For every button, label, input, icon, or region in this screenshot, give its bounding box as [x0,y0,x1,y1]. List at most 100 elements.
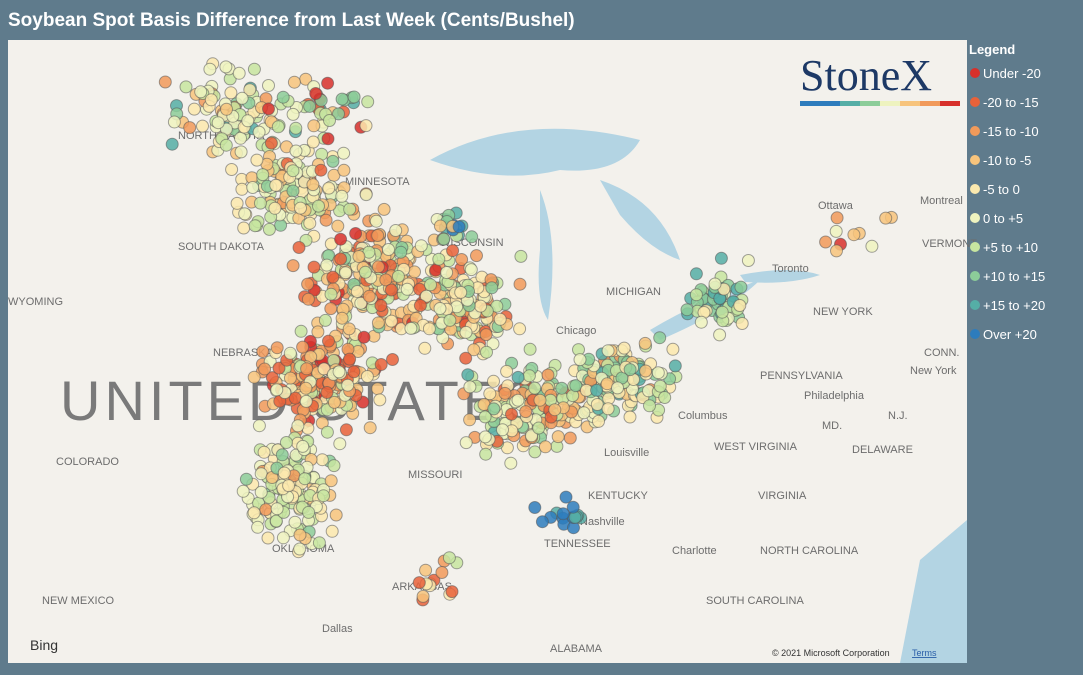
legend-swatch [970,213,980,223]
basis-point [307,260,321,274]
basis-point [235,91,249,105]
legend-swatch [970,300,980,310]
logo-stripe [840,101,860,106]
basis-point [590,383,604,397]
basis-point [459,436,473,450]
basis-point [437,232,451,246]
place-label: Chicago [556,325,596,337]
place-label: SOUTH CAROLINA [706,595,804,607]
basis-point [347,365,361,379]
logo-stripe [860,101,880,106]
basis-point [577,406,591,420]
basis-point [362,289,376,303]
place-label: MINNESOTA [345,176,410,188]
basis-point [479,328,493,342]
legend-label: 0 to +5 [983,211,1023,226]
basis-point [694,315,708,329]
basis-point [254,467,268,481]
basis-point [478,410,492,424]
basis-point [363,421,377,435]
basis-point [269,178,283,192]
basis-point [341,378,355,392]
basis-point [830,211,844,225]
basis-point [167,115,181,129]
basis-point [433,219,447,233]
basis-point [238,207,252,221]
basis-point [179,80,193,94]
basis-point [165,137,179,151]
place-label: MICHIGAN [606,286,661,298]
basis-point [504,456,518,470]
place-label: MD. [822,420,842,432]
basis-point [496,423,509,437]
basis-point [293,528,307,542]
terms-link[interactable]: Terms [912,648,937,658]
basis-point [241,114,255,128]
basis-point [493,312,507,326]
basis-point [219,138,233,152]
basis-point [528,501,542,514]
place-label: Charlotte [672,545,717,557]
basis-point [220,102,233,116]
place-label: ALABAMA [550,643,603,655]
basis-point [315,453,329,467]
basis-point [623,410,637,424]
basis-point [196,119,209,133]
basis-point [322,334,335,348]
basis-point [183,121,197,135]
place-label: SOUTH DAKOTA [178,241,265,253]
title: Soybean Spot Basis Difference from Last … [8,10,575,31]
basis-point [424,278,437,292]
place-label: Ottawa [818,200,854,212]
legend-title: Legend [969,42,1015,57]
basis-point [358,265,372,279]
basis-point [359,119,373,133]
basis-point [335,92,349,106]
basis-point [590,398,604,411]
basis-point [300,362,314,376]
basis-point [339,266,353,280]
basis-point [573,353,587,367]
basis-point [352,250,366,263]
place-label: N.J. [888,410,908,422]
basis-point [282,479,296,493]
basis-point [318,313,332,327]
basis-point [320,425,334,439]
basis-point [513,277,527,291]
basis-point [541,368,555,382]
basis-point [270,502,284,516]
basis-point [327,459,341,473]
basis-point [320,258,334,272]
basis-point [254,485,268,499]
basis-point [306,178,320,192]
basis-point [455,253,469,266]
basis-point [638,336,652,350]
basis-point [292,241,306,254]
basis-point [651,366,665,380]
basis-point [513,322,527,336]
basis-point [234,131,247,145]
basis-point [384,314,398,328]
basis-point [359,188,373,202]
basis-point [653,379,667,393]
basis-point [865,239,879,253]
basis-point [302,505,316,519]
basis-point [485,281,499,295]
basis-point [296,439,310,453]
basis-point [309,87,323,100]
basis-point [500,364,514,378]
basis-point [592,414,605,428]
basis-point [347,90,361,104]
basis-point [463,380,477,394]
legend-swatch [970,126,980,136]
basis-point [523,342,537,356]
basis-point [320,386,334,399]
basis-point [442,551,456,565]
basis-point [830,244,843,258]
basis-point [312,536,326,550]
basis-point [847,228,861,242]
basis-point [459,351,473,365]
basis-point [204,93,218,107]
basis-point [404,321,418,335]
basis-point [288,515,302,529]
